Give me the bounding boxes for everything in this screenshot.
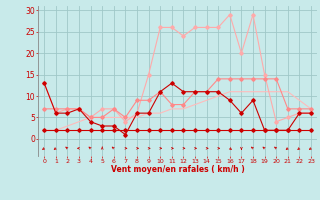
X-axis label: Vent moyen/en rafales ( km/h ): Vent moyen/en rafales ( km/h ) — [111, 165, 244, 174]
